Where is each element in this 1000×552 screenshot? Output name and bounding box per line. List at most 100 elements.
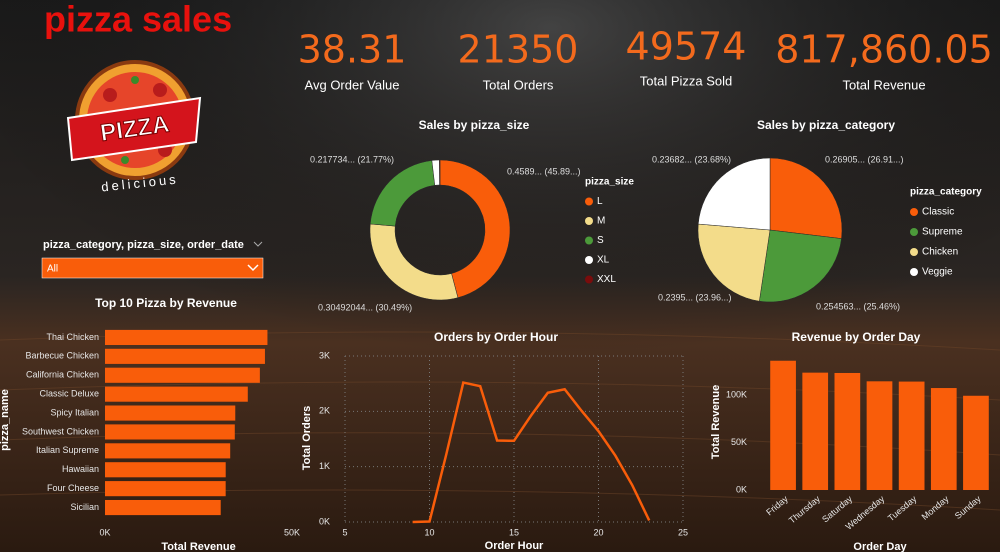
kpi-label: Avg Order Value (305, 77, 400, 92)
y-tick-label: Thai Chicken (46, 332, 99, 342)
x-tick-label: 25 (678, 527, 688, 537)
filter-collapse-icon[interactable] (253, 241, 263, 247)
x-tick-label: 50K (284, 527, 300, 537)
legend-label: L (597, 196, 603, 207)
bar (105, 329, 268, 346)
x-axis-title: Total Revenue (161, 541, 235, 552)
y-tick-label: Sicilian (70, 502, 99, 512)
x-axis-title: Order Hour (485, 540, 544, 552)
bar (834, 372, 861, 490)
y-tick-label: Barbecue Chicken (25, 351, 99, 361)
legend-swatch (910, 268, 918, 276)
x-tick-label: 15 (509, 527, 519, 537)
bar (802, 372, 829, 490)
y-tick-label: Four Cheese (47, 483, 99, 493)
dropdown-box[interactable] (41, 257, 264, 279)
legend-label: Supreme (922, 227, 963, 238)
filter-label: pizza_category, pizza_size, order_date (43, 239, 244, 251)
data-label: 0.30492044... (30.49%) (318, 302, 412, 312)
bar (105, 499, 221, 516)
data-label: 0.254563... (25.46%) (816, 301, 900, 311)
legend-swatch (585, 275, 593, 284)
data-label: 0.4589... (45.89...) (507, 166, 581, 176)
x-tick-label: 20 (593, 527, 603, 537)
slice (439, 159, 511, 298)
y-tick-label: 3K (319, 350, 330, 360)
y-tick-label: Hawaiian (62, 464, 99, 474)
kpi-value: 38.31 (298, 28, 407, 72)
bar (105, 462, 226, 478)
legend-swatch (585, 217, 593, 225)
chart-title: Orders by Order Hour (434, 330, 558, 344)
legend-label: M (597, 216, 605, 227)
bar (105, 367, 260, 383)
legend-swatch (910, 248, 918, 256)
y-tick-label: 2K (319, 406, 330, 416)
y-axis-title: Total Revenue (710, 385, 722, 459)
x-tick-label: 0K (99, 527, 110, 537)
line (412, 381, 651, 524)
y-tick-label: 50K (731, 437, 747, 447)
y-tick-label: 0K (319, 516, 330, 526)
y-axis-title: pizza_name (0, 389, 11, 451)
legend-label: XXL (597, 274, 616, 285)
y-tick-label: Spicy Italian (50, 407, 99, 417)
kpi-label: Total Revenue (842, 77, 925, 92)
y-tick-label: Southwest Chicken (22, 426, 99, 436)
dropdown-arrow[interactable] (247, 264, 259, 272)
bar (770, 360, 796, 490)
slice (759, 229, 842, 303)
slice (769, 157, 843, 239)
kpi-value: 21350 (458, 28, 579, 72)
bar (105, 386, 248, 402)
y-tick-label: 100K (726, 389, 747, 399)
data-label: 0.217734... (21.77%) (310, 154, 394, 164)
chart-title: Top 10 Pizza by Revenue (95, 296, 237, 310)
chart-title: Revenue by Order Day (792, 330, 921, 344)
bar (105, 443, 231, 459)
legend-swatch (585, 236, 593, 245)
data-label: 0.2395... (23.96...) (658, 292, 732, 302)
chart-title: Sales by pizza_category (757, 118, 895, 132)
kpi-label: Total Pizza Sold (640, 73, 733, 88)
legend-label: XL (597, 255, 610, 266)
chart-title: Sales by pizza_size (419, 118, 530, 132)
legend-label: Veggie (922, 267, 953, 278)
x-axis-title: Order Day (853, 541, 907, 552)
legend-label: Classic (922, 207, 954, 218)
legend-swatch (910, 228, 918, 236)
bar (930, 388, 957, 490)
x-tick-label: 10 (424, 527, 434, 537)
data-label: 0.23682... (23.68%) (652, 154, 731, 164)
bar (105, 424, 235, 440)
dropdown-value[interactable]: All (47, 264, 58, 275)
bar (105, 405, 236, 421)
kpi-value: 817,860.05 (775, 28, 993, 72)
y-tick-label: Classic Deluxe (39, 389, 99, 399)
slice (697, 223, 771, 302)
y-tick-label: 0K (736, 484, 747, 494)
slice (697, 157, 771, 231)
data-label: 0.26905... (26.91...) (825, 154, 904, 164)
legend-label: S (597, 235, 604, 246)
legend-title: pizza_category (910, 187, 982, 198)
bar (105, 348, 265, 364)
y-axis-title: Total Orders (301, 406, 313, 471)
legend-swatch (585, 256, 593, 264)
y-tick-label: Italian Supreme (36, 445, 99, 455)
y-tick-label: 1K (319, 461, 330, 471)
kpi-label: Total Orders (483, 77, 554, 92)
legend-label: Chicken (922, 247, 958, 258)
slice (439, 159, 441, 186)
dashboard-title: pizza sales (44, 0, 232, 40)
legend-swatch (585, 197, 593, 206)
logo: PIZZA delicious (66, 60, 202, 194)
kpi-value: 49574 (626, 25, 747, 69)
bar (963, 395, 989, 490)
legend-swatch (910, 208, 918, 216)
filter-dropdown[interactable]: All (41, 257, 264, 279)
bar (898, 381, 925, 490)
y-tick-label: California Chicken (26, 370, 99, 380)
x-tick-label: 5 (342, 527, 347, 537)
